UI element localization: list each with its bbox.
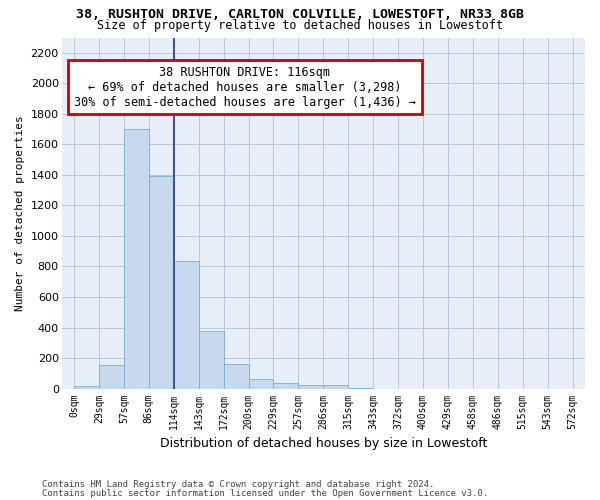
Bar [224, 364, 248, 388]
Bar [74, 386, 99, 388]
X-axis label: Distribution of detached houses by size in Lowestoft: Distribution of detached houses by size … [160, 437, 487, 450]
Bar [124, 129, 149, 388]
Bar [149, 176, 174, 388]
Text: 38 RUSHTON DRIVE: 116sqm
← 69% of detached houses are smaller (3,298)
30% of sem: 38 RUSHTON DRIVE: 116sqm ← 69% of detach… [74, 66, 416, 108]
Bar [174, 261, 199, 388]
Text: Size of property relative to detached houses in Lowestoft: Size of property relative to detached ho… [97, 19, 503, 32]
Bar [99, 365, 124, 388]
Bar [298, 384, 323, 388]
Text: Contains public sector information licensed under the Open Government Licence v3: Contains public sector information licen… [42, 488, 488, 498]
Text: 38, RUSHTON DRIVE, CARLTON COLVILLE, LOWESTOFT, NR33 8GB: 38, RUSHTON DRIVE, CARLTON COLVILLE, LOW… [76, 8, 524, 20]
Y-axis label: Number of detached properties: Number of detached properties [15, 115, 25, 311]
Bar [199, 330, 224, 388]
Text: Contains HM Land Registry data © Crown copyright and database right 2024.: Contains HM Land Registry data © Crown c… [42, 480, 434, 489]
Bar [274, 383, 298, 388]
Bar [323, 384, 348, 388]
Bar [248, 380, 274, 388]
